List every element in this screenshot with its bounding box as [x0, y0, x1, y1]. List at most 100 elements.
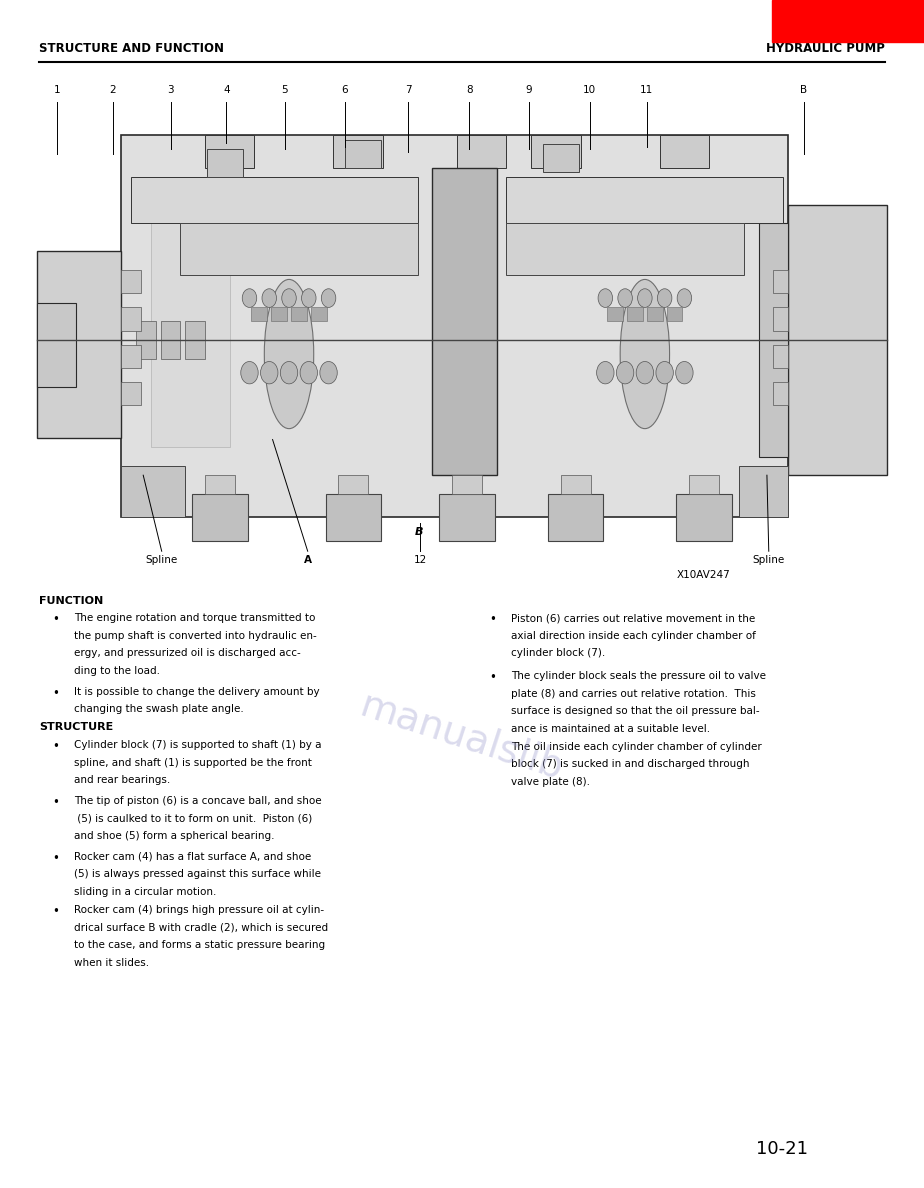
Text: sliding in a circular motion.: sliding in a circular motion.: [74, 887, 216, 897]
Circle shape: [677, 289, 692, 308]
Text: 9: 9: [525, 86, 532, 95]
Circle shape: [242, 289, 257, 308]
Text: The engine rotation and torque transmitted to: The engine rotation and torque transmitt…: [74, 613, 315, 623]
Bar: [561, 475, 590, 494]
Text: 2: 2: [109, 86, 116, 95]
Bar: [310, 308, 326, 322]
Text: ergy, and pressurized oil is discharged acc-: ergy, and pressurized oil is discharged …: [74, 649, 300, 658]
Text: Spline: Spline: [146, 555, 177, 564]
Text: B: B: [800, 86, 808, 95]
Text: changing the swash plate angle.: changing the swash plate angle.: [74, 704, 244, 714]
Bar: [666, 308, 683, 322]
Text: 7: 7: [405, 86, 412, 95]
Bar: [452, 475, 481, 494]
Bar: [272, 308, 287, 322]
Text: 10-21: 10-21: [757, 1140, 808, 1158]
Bar: [37, 303, 77, 386]
Bar: [180, 223, 418, 274]
Bar: [773, 383, 788, 405]
Text: Piston (6) carries out relative movement in the: Piston (6) carries out relative movement…: [511, 613, 755, 623]
Bar: [185, 322, 205, 359]
Text: 4: 4: [223, 86, 230, 95]
Bar: [607, 308, 623, 322]
Bar: [207, 148, 243, 177]
Text: Rocker cam (4) has a flat surface A, and shoe: Rocker cam (4) has a flat surface A, and…: [74, 852, 311, 861]
Text: 11: 11: [640, 86, 653, 95]
Bar: [531, 135, 580, 168]
Bar: [627, 308, 643, 322]
Circle shape: [638, 289, 652, 308]
Text: (5) is always pressed against this surface while: (5) is always pressed against this surfa…: [74, 870, 321, 879]
Bar: [660, 135, 709, 168]
Circle shape: [675, 361, 693, 384]
Text: Rocker cam (4) brings high pressure oil at cylin-: Rocker cam (4) brings high pressure oil …: [74, 905, 324, 915]
Bar: [759, 223, 788, 456]
Bar: [121, 308, 140, 330]
Bar: [205, 135, 254, 168]
Bar: [192, 494, 248, 541]
Bar: [788, 204, 887, 475]
Circle shape: [616, 361, 634, 384]
Bar: [37, 107, 887, 541]
Bar: [37, 252, 121, 438]
Bar: [773, 270, 788, 293]
Text: surface is designed so that the oil pressure bal-: surface is designed so that the oil pres…: [511, 707, 760, 716]
Bar: [457, 135, 506, 168]
Bar: [121, 135, 788, 517]
Circle shape: [300, 361, 318, 384]
Text: ance is maintained at a suitable level.: ance is maintained at a suitable level.: [511, 723, 711, 734]
Bar: [689, 475, 719, 494]
Circle shape: [261, 361, 278, 384]
Text: FUNCTION: FUNCTION: [39, 596, 103, 606]
Text: •: •: [52, 852, 59, 865]
Text: cylinder block (7).: cylinder block (7).: [511, 649, 605, 658]
Bar: [161, 322, 180, 359]
Text: STRUCTURE AND FUNCTION: STRUCTURE AND FUNCTION: [39, 43, 224, 55]
Bar: [506, 177, 784, 223]
Text: •: •: [52, 905, 59, 918]
Bar: [432, 168, 496, 475]
Text: axial direction inside each cylinder chamber of: axial direction inside each cylinder cha…: [511, 631, 756, 640]
Text: spline, and shaft (1) is supported be the front: spline, and shaft (1) is supported be th…: [74, 758, 311, 767]
Ellipse shape: [264, 279, 314, 429]
Text: 3: 3: [167, 86, 175, 95]
Text: ding to the load.: ding to the load.: [74, 665, 160, 676]
Text: valve plate (8).: valve plate (8).: [511, 777, 590, 786]
Circle shape: [598, 289, 613, 308]
Circle shape: [636, 361, 653, 384]
Bar: [772, 0, 924, 42]
Text: B: B: [415, 527, 424, 537]
Text: block (7) is sucked in and discharged through: block (7) is sucked in and discharged th…: [511, 759, 749, 769]
Text: 1: 1: [54, 86, 61, 95]
Bar: [251, 308, 267, 322]
Bar: [543, 144, 578, 172]
Bar: [739, 466, 788, 517]
Text: when it slides.: when it slides.: [74, 958, 149, 968]
Text: •: •: [52, 687, 59, 700]
Text: the pump shaft is converted into hydraulic en-: the pump shaft is converted into hydraul…: [74, 631, 317, 640]
Bar: [121, 270, 140, 293]
Bar: [439, 494, 494, 541]
Bar: [136, 322, 155, 359]
Circle shape: [597, 361, 614, 384]
Circle shape: [322, 289, 335, 308]
Circle shape: [656, 361, 674, 384]
Circle shape: [280, 361, 298, 384]
Text: A: A: [304, 555, 311, 564]
Text: Cylinder block (7) is supported to shaft (1) by a: Cylinder block (7) is supported to shaft…: [74, 740, 322, 750]
Bar: [325, 494, 381, 541]
Text: 5: 5: [281, 86, 288, 95]
Circle shape: [657, 289, 672, 308]
Circle shape: [320, 361, 337, 384]
Circle shape: [618, 289, 632, 308]
Bar: [121, 345, 140, 368]
Bar: [676, 494, 732, 541]
Text: plate (8) and carries out relative rotation.  This: plate (8) and carries out relative rotat…: [511, 689, 756, 699]
Bar: [334, 135, 383, 168]
Text: drical surface B with cradle (2), which is secured: drical surface B with cradle (2), which …: [74, 923, 328, 933]
Text: and rear bearings.: and rear bearings.: [74, 776, 170, 785]
Circle shape: [241, 361, 258, 384]
Bar: [131, 177, 418, 223]
Text: The oil inside each cylinder chamber of cylinder: The oil inside each cylinder chamber of …: [511, 741, 761, 752]
Text: 6: 6: [341, 86, 348, 95]
